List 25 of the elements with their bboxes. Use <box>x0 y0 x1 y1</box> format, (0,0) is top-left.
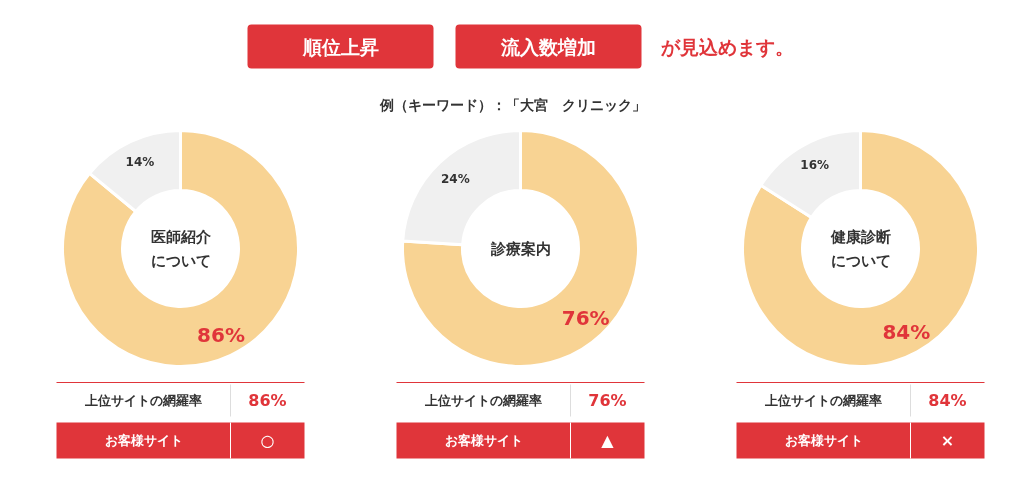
text: お客様サイト <box>784 433 863 448</box>
text: 86% <box>248 391 287 410</box>
text: 医師紹介について <box>150 227 212 270</box>
data-label: 76% <box>561 305 610 330</box>
text: 順位上昇 <box>301 35 379 58</box>
text: 健康診断について <box>829 227 891 270</box>
data-label: 14% <box>125 155 155 170</box>
text: ○ <box>260 431 275 450</box>
text: 例（キーワード）：「大宮 クリニック」 <box>378 96 646 113</box>
text: 76% <box>588 391 627 410</box>
text: × <box>940 431 955 450</box>
data-label: 24% <box>440 172 470 187</box>
text: ▲ <box>601 431 615 450</box>
data-label: 86% <box>197 322 245 347</box>
data-label: 84% <box>882 319 931 344</box>
text: 84% <box>928 391 967 410</box>
text: 上位サイトの網羅率 <box>424 393 542 408</box>
text: お客様サイト <box>104 433 183 448</box>
text: 診療案内 <box>489 239 551 258</box>
text: 上位サイトの網羅率 <box>84 393 202 408</box>
text: が見込めます。 <box>659 35 794 58</box>
text: お客様サイト <box>444 433 523 448</box>
text: 上位サイトの網羅率 <box>764 393 882 408</box>
text: 流入数増加 <box>500 35 596 58</box>
data-label: 16% <box>800 158 830 173</box>
